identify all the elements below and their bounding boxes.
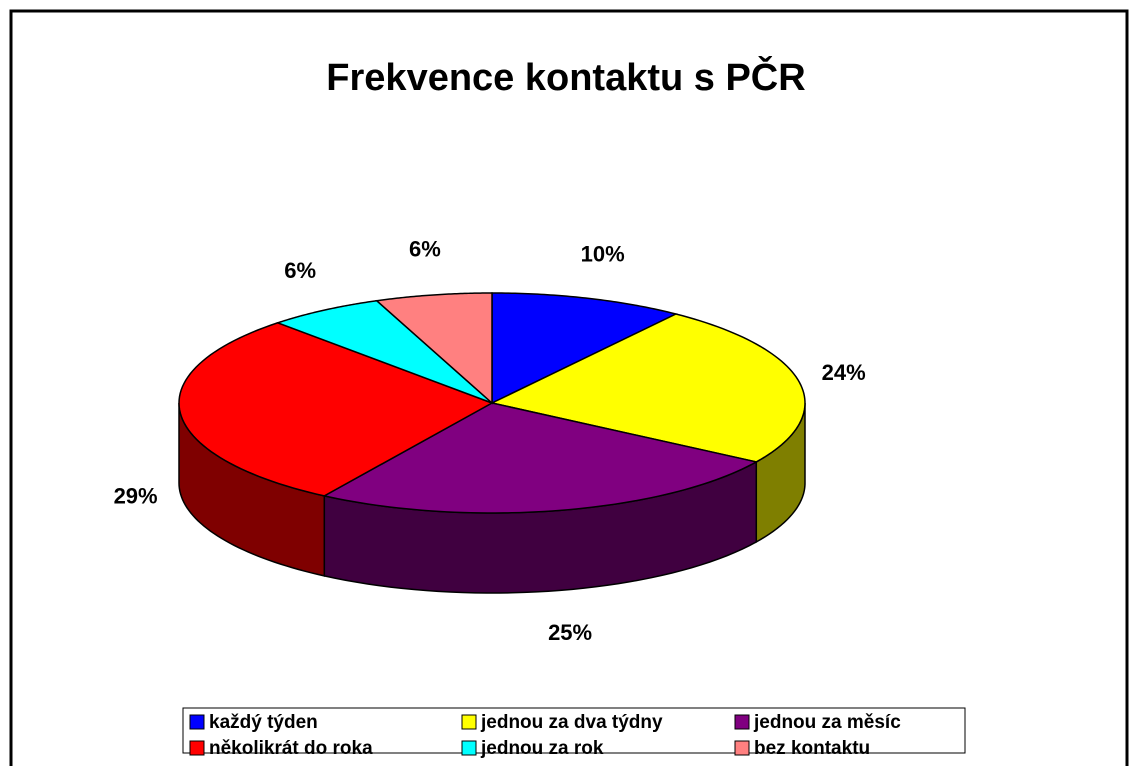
legend-label: každý týden [209,712,318,733]
data-label: 29% [114,483,158,508]
legend-box [182,707,966,754]
legend-swatch [461,714,477,730]
data-label: 10% [581,241,625,266]
data-label: 25% [548,620,592,645]
slice [489,313,806,463]
legend-swatch [734,714,750,730]
slice [322,402,759,514]
data-label: 6% [409,237,441,262]
chart-title: Frekvence kontaktu s PČR [326,54,805,99]
legend-label: jednou za dva týdny [480,712,663,733]
slice [275,299,493,404]
legend-label: bez kontaktu [754,738,870,759]
slice [491,292,679,405]
slice [178,322,494,497]
legend-swatch [461,740,477,756]
legend-swatch [734,740,750,756]
legend-label: jednou za měsíc [753,712,901,733]
data-label: 24% [822,360,866,385]
legend-swatch [189,714,205,730]
legend-swatch [189,740,205,756]
data-label: 6% [284,258,316,283]
legend-label: několikrát do roka [209,738,373,759]
slice [375,292,493,405]
legend-label: jednou za rok [480,738,604,759]
